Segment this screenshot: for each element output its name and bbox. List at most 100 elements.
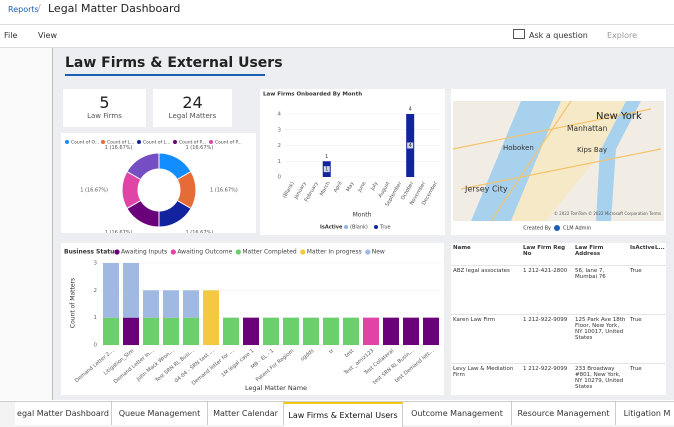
legend-label: New [372, 249, 385, 256]
column-header[interactable]: Law Firm Address [573, 243, 628, 266]
legend-label: (Blank) [350, 225, 368, 231]
map-road [452, 100, 662, 222]
chart-title: Law Firms Onboarded By Month [263, 92, 362, 98]
legend-title: IsActive [320, 225, 343, 231]
status-chart: Business Status Awaiting Inputs Awaiting O… [61, 243, 444, 395]
legend-label: Count of O... [71, 140, 99, 146]
x-axis-title: Legal Matter Name [245, 384, 307, 392]
cell: 56, lane 7, Mumbai 76 [573, 265, 628, 315]
legend-label: Count of P... [215, 140, 242, 146]
cell: ABZ legal associates [451, 265, 521, 315]
data-label: 1 (16.67%) [80, 188, 108, 194]
explore-button[interactable]: Explore [607, 31, 638, 40]
map-place: New York [596, 111, 642, 122]
legend-marker [300, 249, 306, 255]
y-tick-label: 0 [94, 343, 98, 349]
report-title: Law Firms & External Users [65, 55, 283, 71]
cell: 1 212-922-9099 [521, 363, 573, 395]
column-header[interactable]: Law Firm Reg No [521, 243, 573, 266]
label-bg [323, 166, 330, 173]
view-menu[interactable]: View [38, 31, 57, 40]
bar [303, 317, 319, 345]
legend-marker [344, 225, 348, 229]
created-by: CLM Admin [563, 226, 591, 232]
label-bg [407, 142, 414, 149]
header: Reports / Legal Matter Dashboard [0, 0, 674, 25]
ask-button[interactable]: Ask a question [529, 31, 588, 40]
avatar [554, 225, 560, 231]
legend-label: Count of L... [143, 140, 170, 146]
cell [653, 265, 666, 315]
y-axis-title: Count of Matters [70, 278, 77, 328]
card-label: Legal Matters [168, 112, 217, 120]
legend-marker [374, 225, 378, 229]
x-tick-label: sgdds [300, 348, 316, 363]
bar [283, 317, 299, 345]
page-tab[interactable]: Litigation M [616, 402, 674, 425]
data-label: 1 (16.67%) [186, 145, 214, 151]
ask-icon [513, 29, 525, 39]
page-tab[interactable]: Queue Management [112, 402, 208, 425]
y-tick-label: 4 [278, 112, 282, 118]
bar [123, 317, 139, 345]
table: Name Law Firm Reg No Law Firm Address IsAct… [451, 243, 666, 395]
legend-marker [235, 249, 241, 255]
x-tick-label: March [319, 181, 332, 197]
page-tab[interactable]: Law Firms & External Users [284, 402, 403, 427]
cell: True [628, 363, 653, 395]
cell: 1 212-922-9099 [521, 314, 573, 364]
column-header[interactable]: L... [653, 243, 666, 266]
cell: Levy Law & Mediation Firm [451, 363, 521, 395]
y-tick-label: 3 [278, 127, 282, 133]
card-label: Law Firms [87, 112, 122, 120]
data-table: Name Law Firm Reg No Law Firm Address IsAct… [451, 243, 666, 395]
header-row: Name Law Firm Reg No Law Firm Address IsAct… [451, 243, 666, 266]
y-tick-label: 2 [94, 288, 98, 294]
legend-marker [365, 249, 371, 255]
data-label: 4 [409, 143, 412, 149]
bar [203, 290, 219, 345]
map-copyright: © 2022 TomTom © 2022 Microsoft Corporati… [554, 211, 661, 216]
data-label: 1 (16.67%) [105, 145, 133, 151]
bar [363, 317, 379, 345]
y-tick-label: 0 [278, 175, 282, 181]
page-tab[interactable]: egal Matter Dashboard [15, 402, 112, 425]
x-tick-label: May [345, 181, 355, 193]
file-menu[interactable]: File [4, 31, 18, 40]
bar [143, 290, 159, 318]
map-place: Jersey City [464, 185, 508, 194]
created-by-label: Created By [523, 226, 551, 232]
breadcrumb[interactable]: Reports [8, 5, 39, 14]
separator: / [38, 3, 41, 12]
legend-label: Count of L... [107, 140, 134, 146]
x-tick-label: July [369, 181, 379, 193]
bar [163, 290, 179, 318]
data-label: 1 (16.67%) [186, 230, 214, 233]
column-header[interactable]: Name [451, 243, 521, 266]
legend-marker [209, 140, 213, 144]
x-tick-label: Patent For Regiom [255, 348, 295, 383]
x-tick-label: June [356, 181, 367, 194]
x-axis-title: Month [353, 212, 372, 219]
map-river [471, 101, 561, 221]
x-tick-label: test Demand lett... [394, 348, 436, 384]
data-label: 1 [325, 167, 328, 173]
x-tick-label: April [333, 181, 344, 194]
cell [653, 314, 666, 364]
bar [263, 317, 279, 345]
cell: Karen Law Firm [451, 314, 521, 364]
cell [653, 363, 666, 395]
legend-marker [65, 140, 69, 144]
table-row: ABZ legal associates 1 212-421-2800 56, la… [451, 265, 666, 315]
title-underline [65, 74, 265, 76]
column-header[interactable]: IsActive [628, 243, 655, 266]
page-tab[interactable]: Matter Calendar [208, 402, 284, 425]
total-label: 1 [325, 154, 328, 160]
page-tab[interactable]: Resource Management [512, 402, 616, 425]
bar [343, 317, 359, 345]
page-tab[interactable]: Outcome Management [403, 402, 512, 425]
legend-marker [173, 140, 177, 144]
bar [403, 317, 419, 345]
bar [103, 263, 119, 318]
bar [423, 317, 439, 345]
